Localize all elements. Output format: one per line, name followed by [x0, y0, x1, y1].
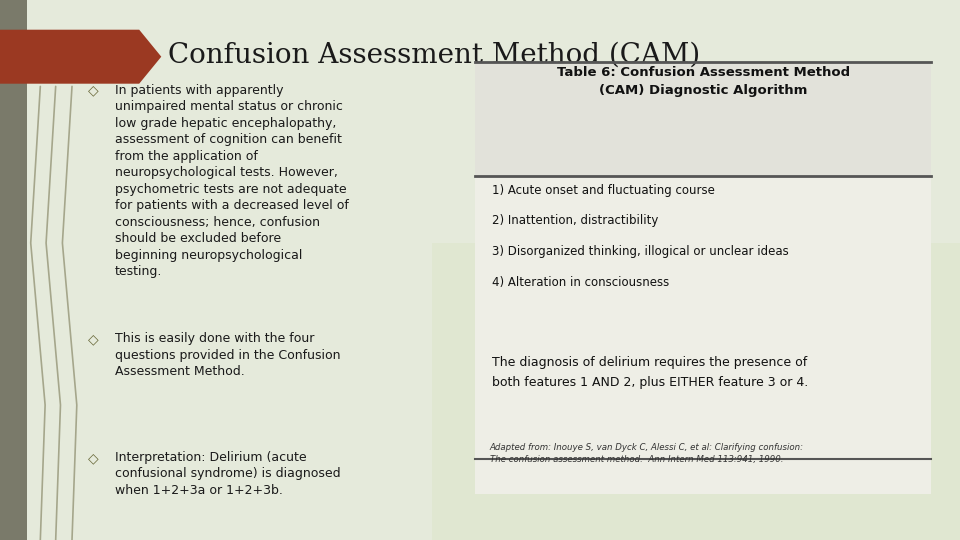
Text: Interpretation: Delirium (acute
confusional syndrome) is diagnosed
when 1+2+3a o: Interpretation: Delirium (acute confusio…: [115, 451, 341, 497]
Text: In patients with apparently
unimpaired mental status or chronic
low grade hepati: In patients with apparently unimpaired m…: [115, 84, 349, 278]
Text: Table 6: Confusion Assessment Method
(CAM) Diagnostic Algorithm: Table 6: Confusion Assessment Method (CA…: [557, 66, 850, 97]
Text: 2) Inattention, distractibility: 2) Inattention, distractibility: [492, 214, 659, 227]
Text: ◇: ◇: [87, 451, 99, 465]
Text: ◇: ◇: [87, 84, 99, 98]
Bar: [475, 62, 931, 176]
Text: ◇: ◇: [87, 332, 99, 346]
Bar: [475, 62, 931, 494]
Polygon shape: [0, 30, 161, 84]
Text: The diagnosis of delirium requires the presence of
both features 1 AND 2, plus E: The diagnosis of delirium requires the p…: [492, 356, 808, 389]
Text: Confusion Assessment Method (CAM): Confusion Assessment Method (CAM): [168, 42, 700, 69]
Text: 3) Disorganized thinking, illogical or unclear ideas: 3) Disorganized thinking, illogical or u…: [492, 245, 789, 258]
Bar: [0, 0, 27, 540]
Text: 1) Acute onset and fluctuating course: 1) Acute onset and fluctuating course: [492, 184, 715, 197]
Text: Adapted from: Inouye S, van Dyck C, Alessi C, et al: Clarifying confusion:
The c: Adapted from: Inouye S, van Dyck C, Ales…: [490, 443, 804, 464]
Text: 4) Alteration in consciousness: 4) Alteration in consciousness: [492, 276, 670, 289]
Bar: [432, 243, 960, 540]
Text: This is easily done with the four
questions provided in the Confusion
Assessment: This is easily done with the four questi…: [115, 332, 341, 378]
